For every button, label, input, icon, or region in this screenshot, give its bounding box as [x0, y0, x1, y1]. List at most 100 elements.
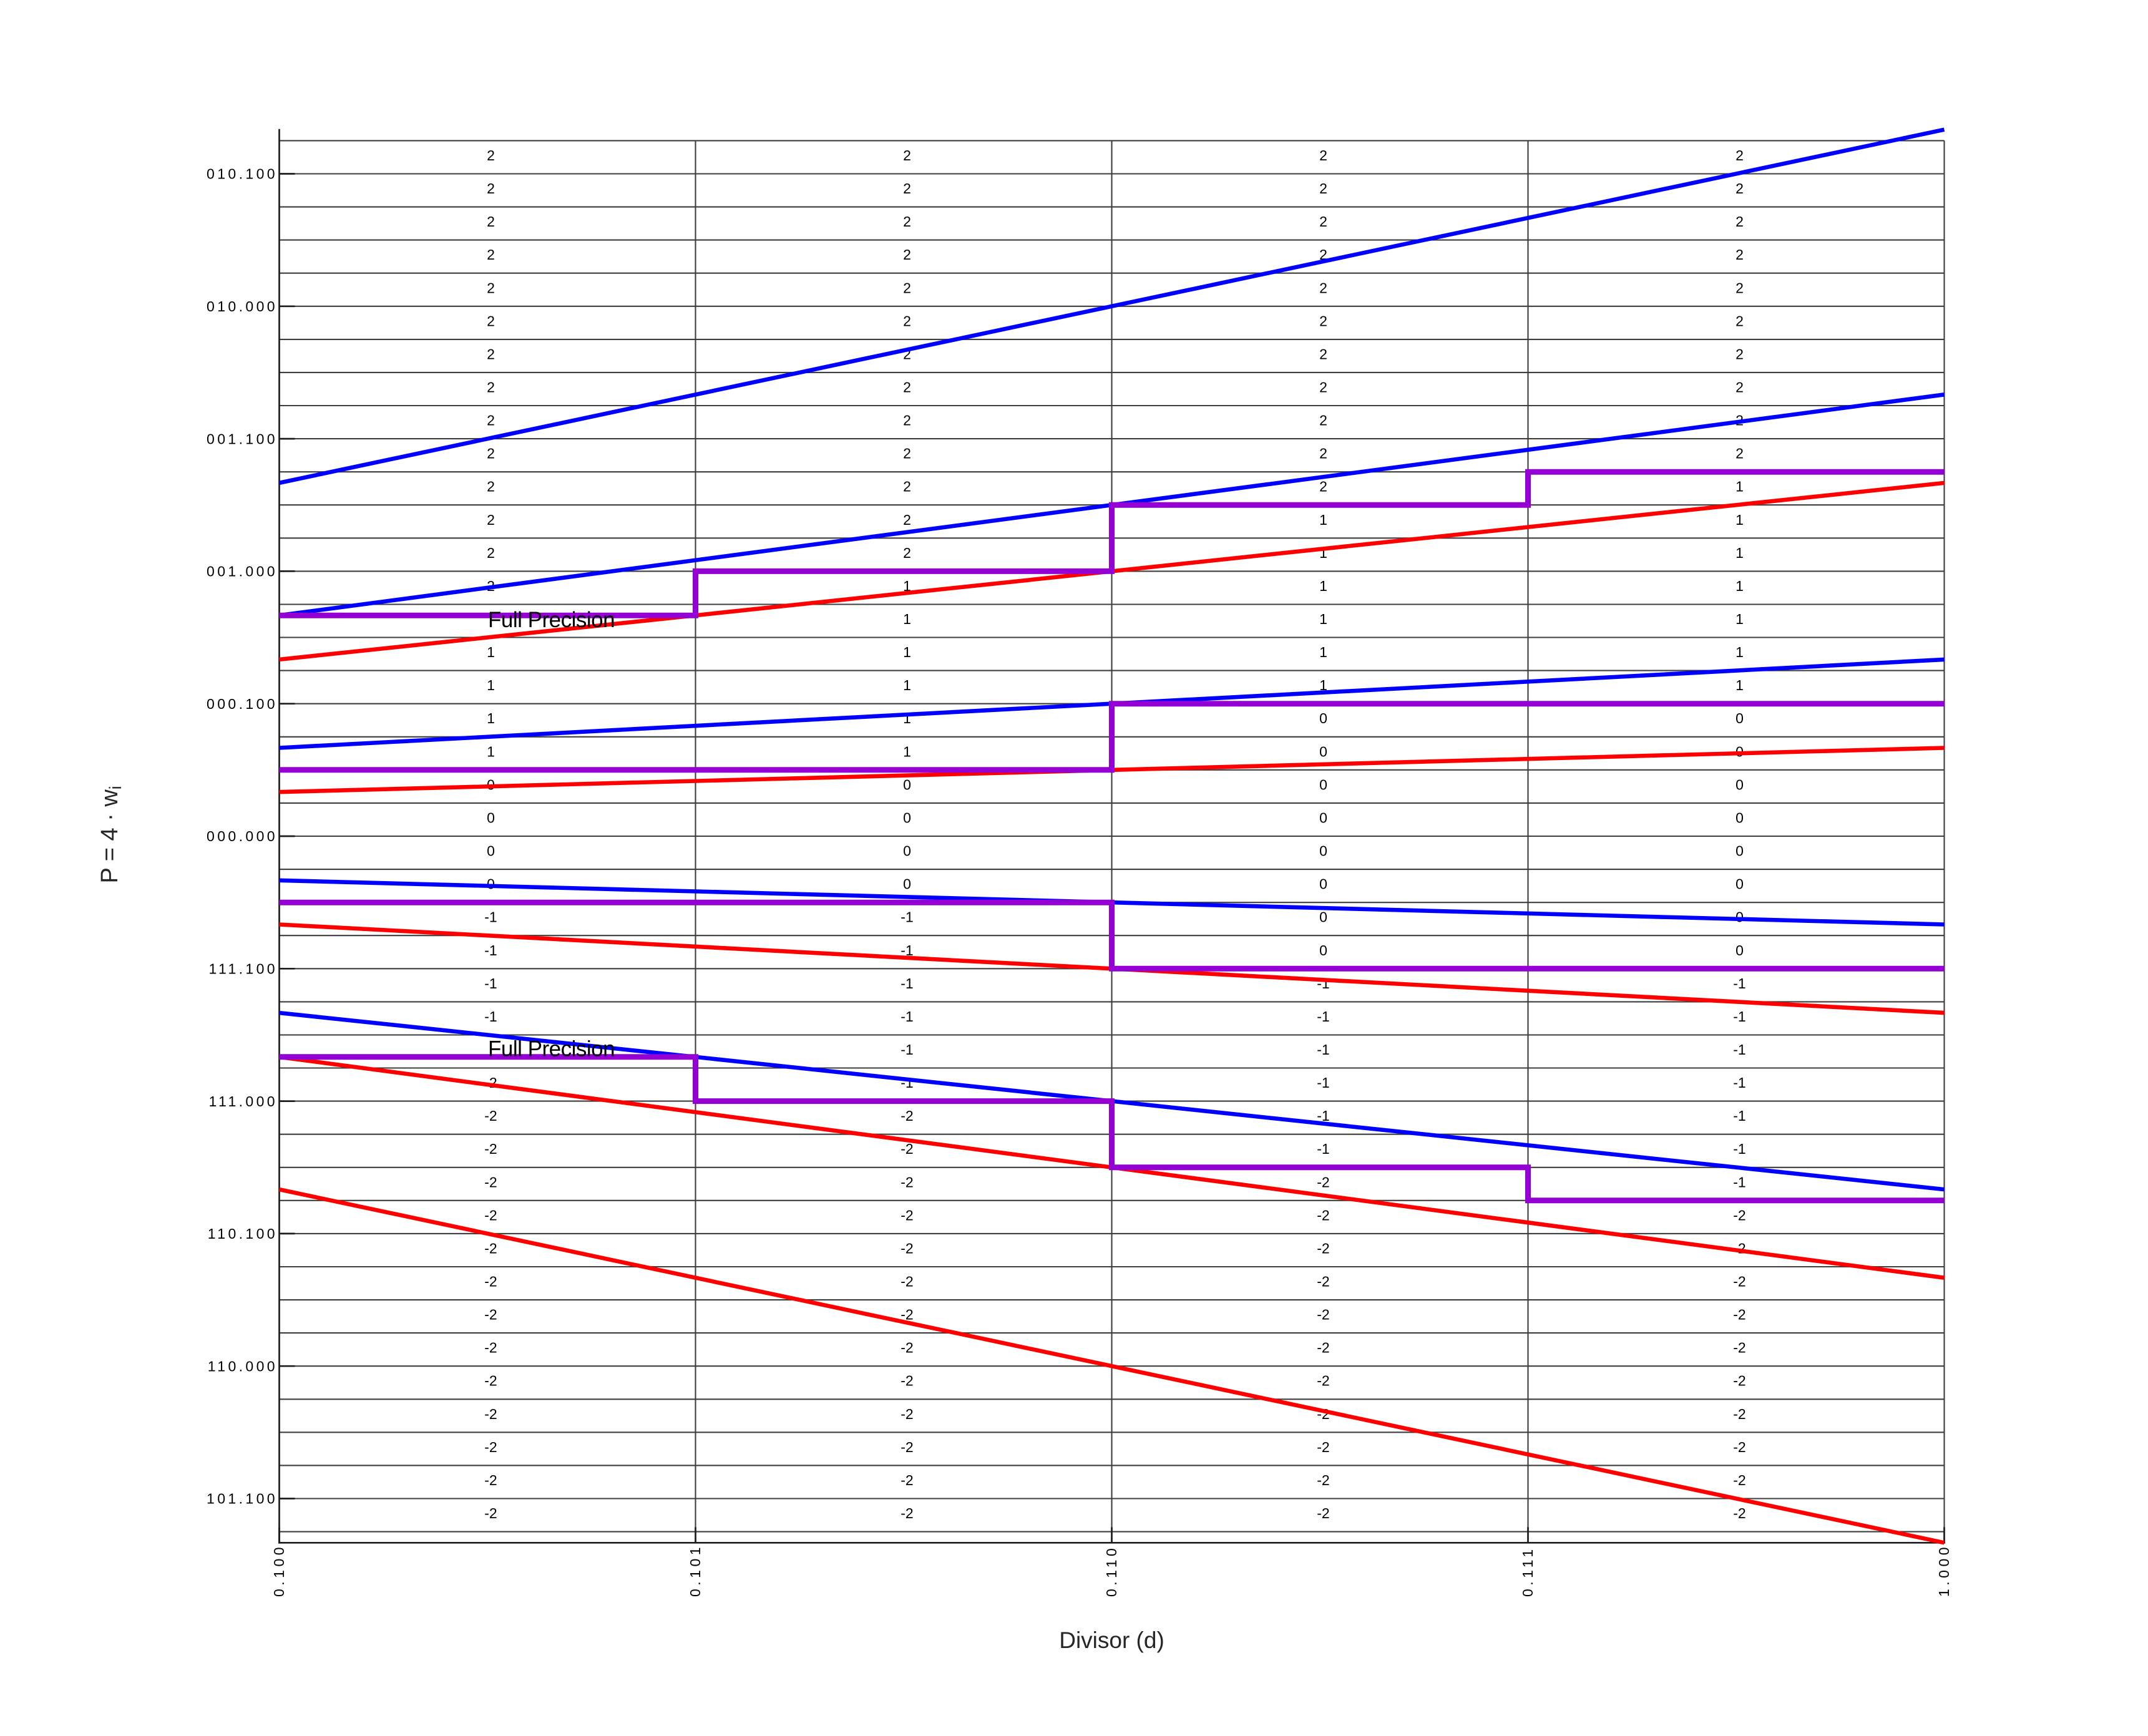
svg-text:-2: -2	[1317, 1307, 1329, 1323]
svg-text:1: 1	[1319, 578, 1327, 594]
svg-text:010.100: 010.100	[207, 166, 278, 182]
svg-text:2: 2	[487, 379, 495, 396]
svg-text:1: 1	[1735, 611, 1744, 627]
svg-text:0: 0	[1319, 942, 1327, 958]
svg-text:2: 2	[903, 479, 911, 495]
svg-text:2: 2	[487, 280, 495, 296]
svg-text:-2: -2	[1317, 1439, 1329, 1455]
svg-text:-2: -2	[484, 1505, 497, 1521]
svg-text:1: 1	[1735, 644, 1744, 660]
svg-text:0: 0	[1319, 876, 1327, 892]
svg-text:-2: -2	[1317, 1505, 1329, 1521]
svg-text:101.100: 101.100	[207, 1491, 278, 1507]
svg-text:2: 2	[903, 545, 911, 561]
svg-text:0: 0	[1735, 710, 1744, 726]
svg-text:-2: -2	[484, 1108, 497, 1124]
svg-text:111.000: 111.000	[208, 1093, 278, 1109]
svg-text:2: 2	[903, 213, 911, 230]
svg-text:-2: -2	[484, 1340, 497, 1356]
svg-text:-2: -2	[901, 1174, 913, 1190]
svg-text:-2: -2	[901, 1274, 913, 1290]
svg-text:2: 2	[1319, 213, 1327, 230]
svg-text:-2: -2	[484, 1240, 497, 1256]
svg-text:-2: -2	[901, 1141, 913, 1157]
svg-text:2: 2	[903, 512, 911, 528]
svg-text:P = 4 · wi: P = 4 · wi	[97, 786, 125, 883]
svg-text:1: 1	[1319, 611, 1327, 627]
svg-text:-2: -2	[1733, 1439, 1745, 1455]
svg-text:000.100: 000.100	[207, 696, 278, 712]
svg-text:-1: -1	[1733, 1174, 1745, 1190]
svg-text:-2: -2	[901, 1240, 913, 1256]
svg-text:-2: -2	[1733, 1340, 1745, 1356]
svg-text:0: 0	[487, 810, 495, 826]
svg-text:-2: -2	[1317, 1373, 1329, 1389]
svg-text:-1: -1	[1733, 1008, 1745, 1025]
svg-text:1: 1	[1319, 677, 1327, 693]
svg-text:110.000: 110.000	[208, 1358, 278, 1374]
svg-text:2: 2	[903, 412, 911, 429]
svg-text:110.100: 110.100	[208, 1226, 278, 1242]
svg-text:2: 2	[487, 180, 495, 197]
svg-text:-1: -1	[484, 1008, 497, 1025]
svg-text:-1: -1	[1317, 1075, 1329, 1091]
svg-text:0.101: 0.101	[687, 1544, 703, 1597]
svg-text:001.000: 001.000	[207, 563, 278, 580]
svg-text:0: 0	[1319, 776, 1327, 792]
svg-text:0: 0	[903, 776, 911, 792]
svg-text:-2: -2	[484, 1174, 497, 1190]
svg-text:-1: -1	[901, 909, 913, 925]
svg-text:-1: -1	[1317, 1008, 1329, 1025]
svg-text:1: 1	[1735, 545, 1744, 561]
svg-text:1: 1	[1735, 479, 1744, 495]
svg-text:-2: -2	[1317, 1274, 1329, 1290]
svg-text:-1: -1	[1733, 1108, 1745, 1124]
svg-text:-2: -2	[901, 1505, 913, 1521]
svg-text:-2: -2	[484, 1274, 497, 1290]
svg-text:2: 2	[1319, 346, 1327, 362]
svg-text:2: 2	[1735, 213, 1744, 230]
svg-text:010.000: 010.000	[207, 298, 278, 315]
svg-text:0.111: 0.111	[1520, 1546, 1536, 1597]
svg-text:-2: -2	[901, 1307, 913, 1323]
svg-text:-1: -1	[1733, 1075, 1745, 1091]
svg-text:-2: -2	[484, 1472, 497, 1488]
svg-text:-2: -2	[1317, 1472, 1329, 1488]
svg-text:2: 2	[1735, 379, 1744, 396]
svg-text:0: 0	[1319, 710, 1327, 726]
svg-text:-2: -2	[1733, 1307, 1745, 1323]
svg-text:1: 1	[487, 743, 495, 759]
svg-text:-2: -2	[1733, 1207, 1745, 1223]
svg-text:2: 2	[487, 147, 495, 163]
svg-text:2: 2	[487, 545, 495, 561]
svg-text:-1: -1	[484, 942, 497, 958]
svg-text:2: 2	[1319, 446, 1327, 462]
svg-text:1: 1	[1319, 644, 1327, 660]
svg-text:-2: -2	[1733, 1406, 1745, 1422]
svg-text:2: 2	[487, 246, 495, 263]
svg-text:1: 1	[487, 677, 495, 693]
svg-text:-2: -2	[1733, 1373, 1745, 1389]
svg-text:2: 2	[487, 313, 495, 329]
svg-text:-2: -2	[901, 1207, 913, 1223]
svg-text:-2: -2	[484, 1406, 497, 1422]
svg-text:2: 2	[903, 446, 911, 462]
svg-text:2: 2	[1319, 379, 1327, 396]
svg-text:1: 1	[487, 644, 495, 660]
svg-text:-1: -1	[1317, 1108, 1329, 1124]
svg-text:-2: -2	[1733, 1274, 1745, 1290]
svg-text:2: 2	[1735, 313, 1744, 329]
svg-text:-2: -2	[901, 1472, 913, 1488]
svg-text:2: 2	[1735, 246, 1744, 263]
svg-text:-1: -1	[1733, 1041, 1745, 1058]
svg-text:0: 0	[1735, 776, 1744, 792]
svg-text:-2: -2	[1733, 1472, 1745, 1488]
svg-text:1: 1	[903, 578, 911, 594]
svg-text:2: 2	[1319, 412, 1327, 429]
svg-text:0: 0	[1735, 843, 1744, 859]
svg-text:000.000: 000.000	[207, 828, 278, 844]
svg-text:0: 0	[903, 810, 911, 826]
svg-text:2: 2	[487, 213, 495, 230]
svg-text:-1: -1	[484, 909, 497, 925]
svg-text:-2: -2	[901, 1340, 913, 1356]
